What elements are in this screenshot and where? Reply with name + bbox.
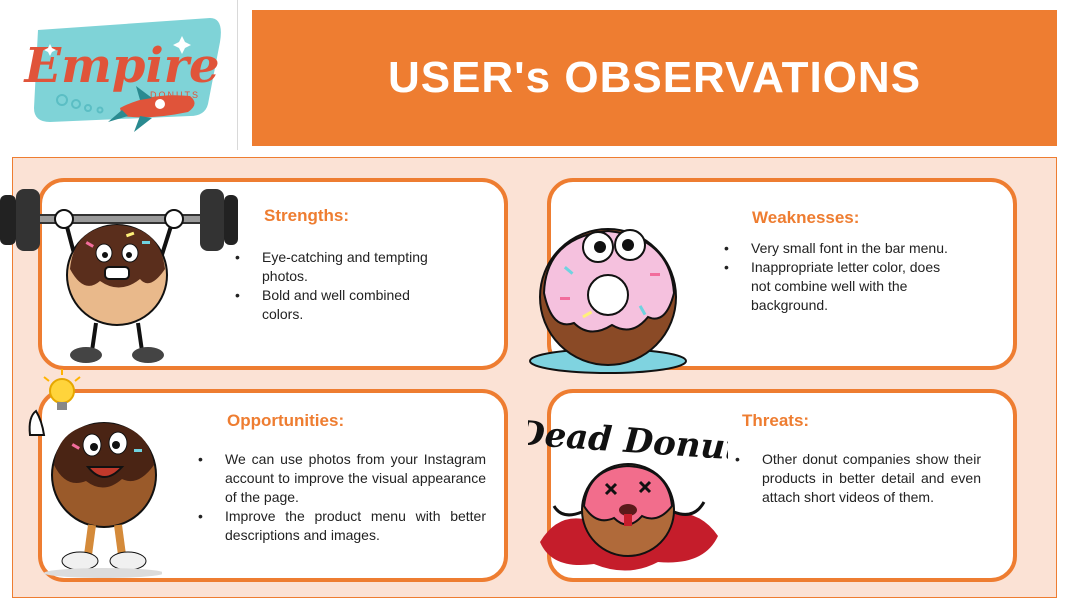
strengths-item: Bold and well combined colors. bbox=[235, 286, 445, 324]
weightlifter-donut-illustration bbox=[0, 189, 238, 363]
title-banner: USER's OBSERVATIONS bbox=[252, 10, 1057, 146]
weaknesses-list: Very small font in the bar menu. Inappro… bbox=[724, 239, 954, 315]
strengths-list: Eye-catching and tempting photos. Bold a… bbox=[235, 248, 445, 324]
weaknesses-item: Inappropriate letter color, does not com… bbox=[724, 258, 954, 315]
weaknesses-title: Weaknesses: bbox=[752, 208, 860, 227]
threats-list: Other donut companies show their product… bbox=[735, 450, 981, 507]
strengths-item: Eye-catching and tempting photos. bbox=[235, 248, 445, 286]
dead-donut-illustration: Dead Donut bbox=[528, 413, 728, 571]
strengths-card: Strengths: Eye-catching and tempting pho… bbox=[38, 178, 508, 370]
opportunities-list: We can use photos from your Instagram ac… bbox=[198, 450, 486, 545]
svg-text:Dead Donut: Dead Donut bbox=[528, 413, 728, 469]
weaknesses-item: Very small font in the bar menu. bbox=[724, 239, 954, 258]
idea-donut-illustration bbox=[28, 369, 162, 578]
svg-text:Empire: Empire bbox=[23, 38, 220, 94]
threats-item: Other donut companies show their product… bbox=[735, 450, 981, 507]
threats-title: Threats: bbox=[742, 411, 810, 430]
opportunities-item: Improve the product menu with better des… bbox=[198, 507, 486, 545]
logo-divider bbox=[237, 0, 238, 150]
opportunities-title: Opportunities: bbox=[227, 411, 345, 430]
svg-text:DONUTS: DONUTS bbox=[150, 90, 200, 100]
page-title: USER's OBSERVATIONS bbox=[387, 53, 922, 102]
strengths-title: Strengths: bbox=[264, 206, 349, 225]
pink-donut-illustration bbox=[529, 228, 687, 374]
opportunities-item: We can use photos from your Instagram ac… bbox=[198, 450, 486, 507]
empire-donuts-logo: Empire DONUTS bbox=[23, 18, 221, 132]
